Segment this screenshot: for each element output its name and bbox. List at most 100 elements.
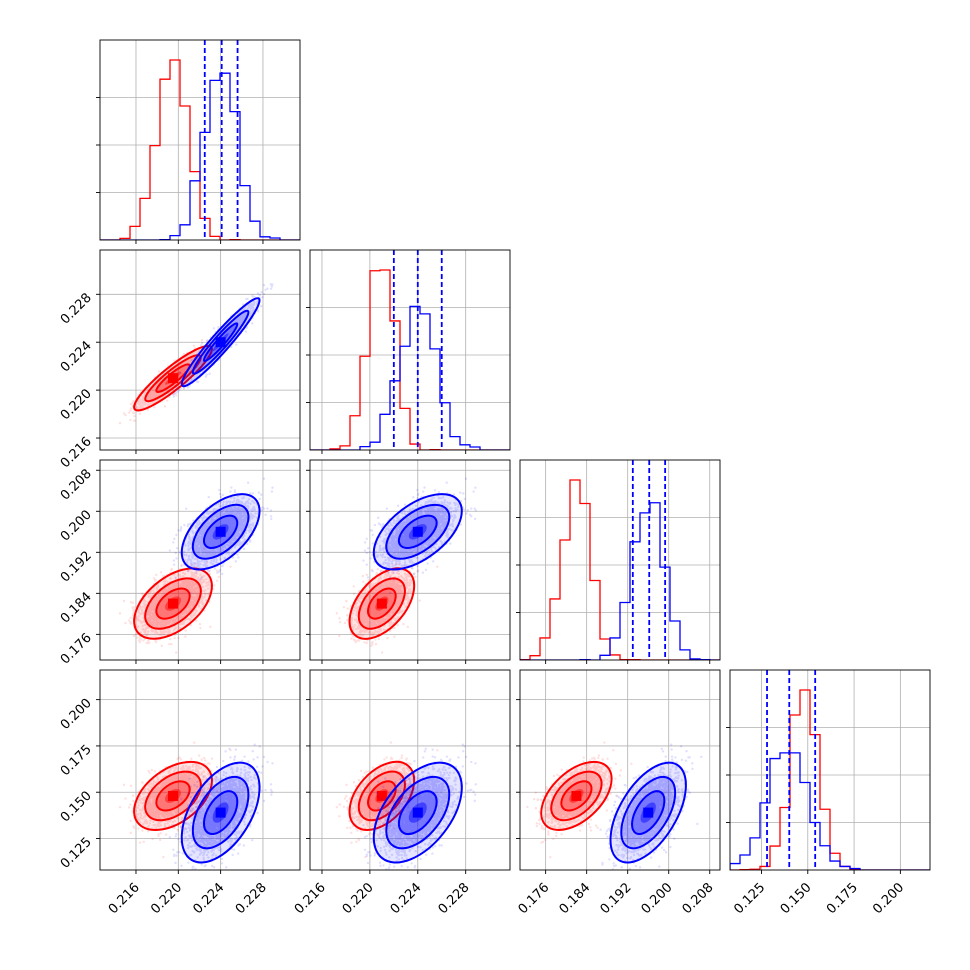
scatter-point bbox=[148, 609, 151, 613]
scatter-point bbox=[199, 360, 203, 364]
scatter-point bbox=[191, 604, 194, 607]
scatter-point bbox=[177, 596, 181, 599]
scatter-point bbox=[159, 623, 162, 626]
scatter-point bbox=[187, 360, 191, 363]
scatter-point bbox=[173, 608, 177, 611]
scatter-point bbox=[165, 384, 168, 387]
scatter-point bbox=[179, 368, 183, 372]
scatter-point bbox=[189, 603, 192, 607]
scatter-point bbox=[169, 593, 172, 596]
scatter-point bbox=[179, 373, 183, 376]
scatter-point bbox=[177, 592, 181, 596]
scatter-point bbox=[227, 332, 231, 335]
scatter-point bbox=[238, 316, 242, 319]
scatter-point bbox=[175, 616, 178, 619]
scatter-point bbox=[169, 592, 172, 596]
scatter-point bbox=[157, 370, 161, 373]
scatter-point bbox=[163, 600, 166, 604]
scatter-point bbox=[190, 591, 193, 595]
scatter-point bbox=[162, 624, 166, 628]
scatter-point bbox=[190, 359, 193, 362]
scatter-point bbox=[213, 346, 216, 349]
scatter-point bbox=[179, 370, 182, 373]
scatter-point bbox=[182, 584, 185, 588]
scatter-point bbox=[249, 312, 252, 315]
scatter-point bbox=[227, 332, 231, 335]
scatter-point bbox=[163, 385, 166, 389]
scatter-point bbox=[228, 332, 231, 335]
scatter-point bbox=[240, 316, 244, 319]
scatter-point bbox=[226, 333, 229, 337]
scatter-point bbox=[141, 624, 144, 628]
scatter-point bbox=[184, 594, 187, 598]
scatter-point bbox=[175, 596, 178, 599]
scatter-point bbox=[227, 332, 231, 336]
scatter-point bbox=[165, 603, 169, 606]
scatter-point bbox=[186, 359, 189, 363]
scatter-point bbox=[124, 413, 127, 417]
scatter-point bbox=[236, 318, 239, 321]
scatter-point bbox=[193, 598, 197, 601]
scatter-point bbox=[238, 320, 241, 323]
scatter-point bbox=[198, 366, 201, 369]
scatter-point bbox=[185, 617, 188, 621]
scatter-point bbox=[233, 324, 237, 327]
scatter-point bbox=[152, 599, 156, 602]
scatter-point bbox=[243, 314, 246, 317]
scatter-point bbox=[139, 398, 142, 401]
scatter-point bbox=[183, 361, 187, 364]
scatter-point bbox=[228, 330, 231, 334]
scatter-point bbox=[180, 371, 183, 374]
scatter-point bbox=[207, 355, 211, 358]
scatter-point bbox=[146, 639, 150, 642]
scatter-point bbox=[163, 386, 166, 389]
scatter-point bbox=[179, 386, 182, 390]
scatter-point bbox=[153, 392, 156, 396]
scatter-point bbox=[150, 604, 154, 607]
scatter-point bbox=[149, 595, 153, 598]
scatter-point bbox=[149, 611, 152, 615]
scatter-point bbox=[179, 373, 183, 376]
scatter-point bbox=[211, 351, 214, 355]
scatter-point bbox=[138, 407, 142, 410]
scatter-point bbox=[151, 396, 154, 400]
scatter-point bbox=[201, 362, 205, 365]
scatter-point bbox=[174, 595, 178, 599]
scatter-point bbox=[189, 579, 193, 582]
scatter-point bbox=[146, 403, 150, 407]
scatter-point bbox=[185, 361, 188, 364]
scatter-point bbox=[174, 595, 177, 598]
scatter-point bbox=[150, 615, 153, 618]
scatter-point bbox=[226, 331, 229, 334]
scatter-point bbox=[200, 362, 203, 365]
scatter-point bbox=[161, 604, 164, 607]
scatter-point bbox=[213, 348, 216, 351]
scatter-point bbox=[182, 604, 186, 607]
scatter-point bbox=[138, 405, 142, 409]
scatter-point bbox=[251, 304, 254, 307]
scatter-point bbox=[152, 396, 155, 399]
scatter-point bbox=[165, 620, 168, 624]
scatter-point bbox=[178, 368, 182, 372]
scatter-point bbox=[189, 372, 192, 375]
scatter-point bbox=[239, 321, 242, 325]
scatter-point bbox=[182, 369, 185, 372]
scatter-point bbox=[230, 327, 233, 331]
scatter-point bbox=[167, 383, 170, 386]
scatter-point bbox=[212, 349, 215, 352]
y-tick-label: 0.228 bbox=[58, 291, 95, 328]
scatter-point bbox=[210, 350, 213, 353]
scatter-point bbox=[137, 611, 141, 614]
scatter-point bbox=[171, 595, 174, 599]
scatter-point bbox=[149, 397, 152, 400]
scatter-point bbox=[195, 609, 198, 613]
scatter-point bbox=[166, 609, 170, 612]
scatter-point bbox=[202, 575, 206, 578]
scatter-point bbox=[249, 304, 252, 307]
scatter-point bbox=[165, 595, 169, 598]
scatter-point bbox=[227, 333, 231, 336]
scatter-point bbox=[161, 623, 164, 627]
scatter-point bbox=[147, 395, 150, 399]
scatter-point bbox=[186, 359, 189, 363]
scatter-point bbox=[165, 378, 168, 382]
